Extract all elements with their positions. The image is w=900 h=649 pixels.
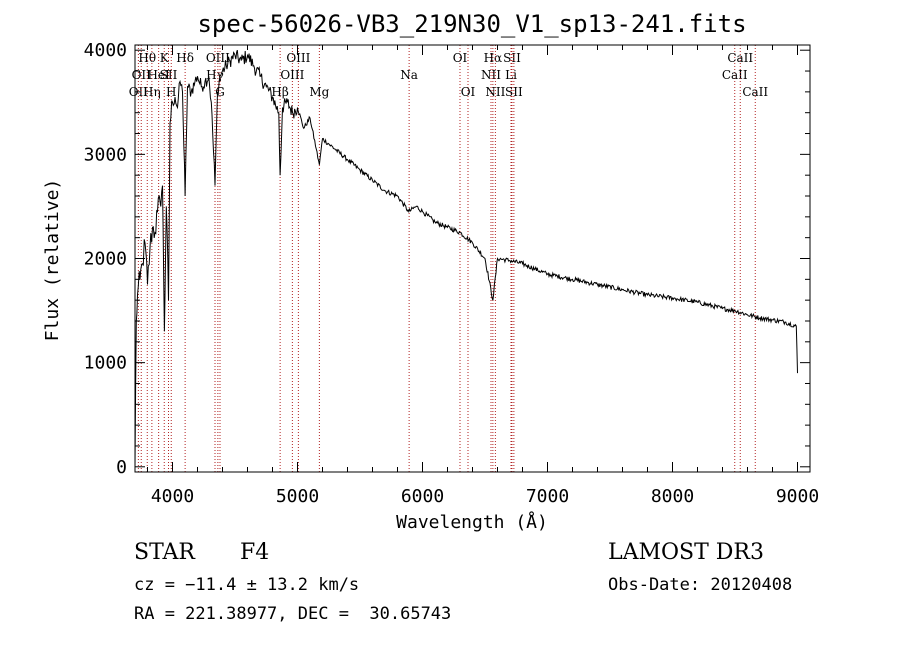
survey-name: LAMOST DR3 [608, 540, 764, 565]
spectrum-series [134, 49, 798, 467]
chart-title: spec-56026-VB3_219N30_V1_sp13-241.fits [197, 10, 746, 38]
line-marker-label: SII [160, 68, 178, 82]
x-tick-label: 4000 [151, 486, 194, 507]
x-axis-label: Wavelength (Å) [396, 511, 548, 533]
line-marker-label: NII [481, 68, 501, 82]
redshift-text: cz = −11.4 ± 13.2 km/s [134, 575, 360, 595]
x-tick-label: 8000 [651, 486, 694, 507]
line-marker-label: OI [453, 51, 468, 65]
line-marker-label: OIII [286, 51, 310, 65]
line-marker-label: NII [485, 85, 505, 99]
object-class: STAR [134, 540, 195, 565]
line-marker-label: Hθ [138, 51, 156, 65]
line-marker-label: SII [505, 85, 523, 99]
line-marker-label: Na [400, 68, 418, 82]
x-tick-label: 6000 [401, 486, 444, 507]
line-marker-label: SII [503, 51, 521, 65]
line-marker-label: Hδ [176, 51, 194, 65]
line-marker-label: G [215, 85, 225, 99]
line-marker-label: CaII [742, 85, 768, 99]
x-axis: 4000 5000 6000 7000 8000 9000 [147, 45, 819, 507]
y-tick-label: 3000 [84, 144, 127, 165]
obs-date: Obs-Date: 20120408 [608, 575, 793, 595]
line-marker-label: Hη [143, 85, 161, 99]
line-marker-label: Li [505, 68, 517, 82]
plot-frame [134, 44, 811, 473]
x-tick-label: 9000 [776, 486, 819, 507]
x-tick-label: 7000 [526, 486, 569, 507]
y-tick-label: 2000 [84, 249, 127, 270]
line-marker-label: CaII [722, 68, 748, 82]
line-marker-label: OIII [206, 51, 230, 65]
y-tick-label: 4000 [84, 40, 127, 61]
object-subclass: F4 [240, 540, 270, 565]
line-marker-label: OIII [280, 68, 304, 82]
line-marker-label: OI [461, 85, 476, 99]
y-tick-label: 1000 [84, 353, 127, 374]
line-marker-label: Hα [484, 51, 503, 65]
line-marker-label: H [166, 85, 176, 99]
y-axis: 0 1000 2000 3000 4000 [84, 40, 810, 478]
y-tick-label: 0 [116, 457, 127, 478]
spectrum-line [134, 49, 798, 467]
spectrum-chart: spec-56026-VB3_219N30_V1_sp13-241.fits O… [42, 10, 819, 533]
line-marker-label: Hβ [271, 85, 288, 99]
line-marker-label: K [160, 51, 170, 65]
coordinates-text: RA = 221.38977, DEC = 30.65743 [134, 604, 452, 624]
x-tick-label: 5000 [276, 486, 319, 507]
line-marker-label: CaII [727, 51, 753, 65]
line-marker-label: Mg [309, 85, 329, 99]
y-axis-label: Flux (relative) [42, 179, 63, 342]
